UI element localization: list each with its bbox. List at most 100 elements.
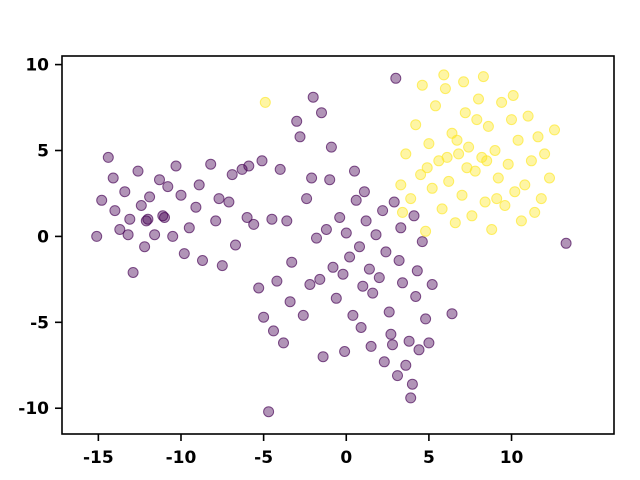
scatter-point-cluster-purple (377, 205, 389, 217)
scatter-point-cluster-yellow (430, 100, 441, 112)
scatter-point-cluster-purple (344, 251, 356, 263)
scatter-point-cluster-yellow (506, 114, 517, 126)
scatter-point-cluster-purple (388, 196, 400, 208)
scatter-point-cluster-yellow (529, 206, 541, 218)
scatter-point-cluster-yellow (532, 131, 544, 143)
scatter-point-cluster-yellow (492, 172, 504, 184)
x-axis-tick-label: -5 (254, 448, 273, 468)
scatter-point-cluster-purple (256, 155, 268, 167)
scatter-point-cluster-purple (324, 174, 336, 186)
scatter-point-cluster-purple (304, 279, 316, 290)
scatter-point-cluster-purple (390, 72, 402, 84)
scatter-point-cluster-purple (263, 406, 275, 418)
scatter-point-cluster-purple (102, 151, 114, 163)
scatter-point-cluster-purple (223, 196, 235, 208)
scatter-point-cluster-yellow (479, 196, 491, 208)
scatter-point-cluster-purple (266, 213, 278, 225)
scatter-point-cluster-purple (162, 181, 174, 193)
scatter-point-cluster-purple (560, 237, 572, 249)
scatter-point-cluster-purple (170, 160, 182, 172)
scatter-point-cluster-purple (243, 160, 255, 172)
scatter-point-cluster-purple (230, 239, 241, 251)
scatter-point-cluster-purple (420, 313, 432, 325)
y-axis-tick-label: 0 (37, 227, 49, 247)
scatter-point-cluster-purple (358, 186, 370, 198)
scatter-point-cluster-yellow (482, 120, 494, 132)
scatter-point-cluster-purple (268, 325, 279, 337)
scatter-point-cluster-yellow (522, 110, 534, 122)
scatter-point-cluster-yellow (519, 179, 531, 191)
scatter-point-cluster-purple (132, 165, 144, 177)
scatter-point-cluster-yellow (451, 134, 463, 146)
plot-area (61, 55, 615, 435)
scatter-point-cluster-purple (167, 230, 179, 242)
scatter-point-cluster-purple (183, 222, 195, 234)
scatter-point-cluster-purple (337, 268, 349, 280)
scatter-point-cluster-yellow (443, 175, 455, 187)
scatter-point-cluster-purple (236, 163, 248, 175)
scatter-point-cluster-purple (159, 212, 170, 223)
scatter-point-cluster-purple (297, 309, 309, 321)
scatter-point-cluster-yellow (535, 193, 547, 205)
scatter-point-cluster-purple (397, 277, 408, 289)
scatter-point-cluster-purple (340, 227, 352, 239)
scatter-point-cluster-purple (385, 328, 397, 340)
scatter-point-cluster-purple (241, 212, 253, 223)
scatter-point-cluster-purple (373, 272, 385, 284)
scatter-point-cluster-purple (226, 169, 238, 181)
scatter-point-cluster-purple (354, 241, 365, 253)
scatter-point-cluster-purple (330, 292, 342, 304)
scatter-point-cluster-purple (294, 131, 306, 143)
x-axis-tick-label: 10 (500, 448, 524, 468)
scatter-point-cluster-purple (403, 335, 415, 347)
scatter-point-cluster-yellow (461, 162, 473, 174)
scatter-point-cluster-purple (327, 261, 339, 273)
scatter-point-cluster-purple (286, 256, 298, 268)
y-axis-tick-label: 10 (25, 56, 49, 76)
scatter-point-cluster-yellow (259, 96, 271, 108)
scatter-point-cluster-yellow (502, 158, 514, 170)
scatter-point-cluster-purple (314, 273, 326, 285)
scatter-point-cluster-purple (413, 344, 425, 356)
scatter-point-cluster-yellow (544, 172, 555, 184)
scatter-point-cluster-purple (408, 210, 420, 222)
y-axis-tick-label: 5 (37, 142, 49, 162)
scatter-point-cluster-purple (216, 260, 228, 272)
scatter-point-cluster-purple (154, 174, 165, 186)
scatter-point-cluster-purple (253, 282, 265, 294)
scatter-point-cluster-yellow (491, 193, 503, 205)
scatter-point-cluster-purple (410, 291, 422, 302)
scatter-point-cluster-purple (311, 232, 322, 244)
scatter-point-cluster-yellow (441, 151, 453, 163)
scatter-point-cluster-purple (365, 340, 377, 352)
scatter-point-cluster-yellow (525, 155, 537, 167)
scatter-point-cluster-yellow (405, 193, 417, 205)
x-axis-tick-label: 0 (340, 448, 352, 468)
scatter-point-cluster-purple (370, 229, 382, 241)
scatter-point-cluster-purple (178, 248, 190, 260)
scatter-point-cluster-purple (140, 215, 152, 227)
scatter-point-cluster-purple (378, 356, 390, 368)
scatter-point-cluster-yellow (397, 206, 408, 218)
scatter-point-cluster-yellow (395, 179, 407, 191)
scatter-point-cluster-purple (122, 229, 134, 241)
scatter-point-cluster-purple (96, 194, 108, 206)
scatter-point-cluster-purple (114, 224, 126, 235)
scatter-point-cluster-purple (210, 215, 222, 227)
y-axis-tick-label: -5 (30, 313, 49, 333)
scatter-point-cluster-purple (339, 346, 351, 357)
scatter-point-cluster-purple (135, 200, 147, 211)
scatter-point-cluster-yellow (486, 224, 498, 235)
scatter-point-cluster-purple (306, 172, 318, 184)
scatter-point-cluster-yellow (489, 145, 501, 156)
scatter-point-cluster-purple (360, 215, 372, 227)
scatter-point-cluster-purple (406, 378, 418, 390)
scatter-point-cluster-purple (291, 115, 303, 127)
scatter-point-cluster-yellow (515, 215, 527, 227)
scatter-point-cluster-purple (423, 337, 435, 349)
scatter-point-cluster-purple (190, 201, 202, 213)
scatter-point-cluster-purple (316, 107, 327, 119)
scatter-point-cluster-purple (197, 255, 208, 266)
scatter-point-cluster-purple (119, 186, 131, 198)
scatter-point-cluster-purple (350, 194, 362, 206)
